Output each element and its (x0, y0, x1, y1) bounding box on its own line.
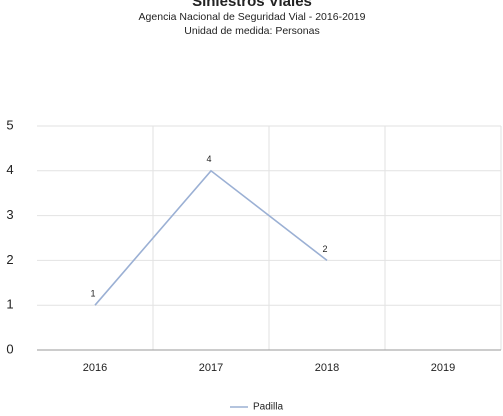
data-label: 2 (322, 244, 327, 254)
y-tick-label: 5 (6, 117, 13, 132)
y-tick-label: 3 (6, 207, 13, 222)
y-tick-label: 0 (6, 341, 13, 356)
x-tick-label: 2016 (83, 362, 107, 374)
data-label: 4 (206, 154, 211, 164)
series-line (94, 169, 328, 306)
x-tick-label: 2017 (199, 362, 223, 374)
y-tick-label: 2 (6, 252, 13, 267)
chart-title: Siniestros Viales (192, 0, 312, 10)
data-label: 1 (90, 289, 95, 299)
y-tick-label: 4 (6, 162, 13, 177)
x-tick-label: 2018 (315, 362, 339, 374)
y-tick-label: 1 (6, 297, 13, 312)
chart-subtitle: Agencia Nacional de Seguridad Vial - 201… (139, 11, 366, 23)
chart-subtitle: Unidad de medida: Personas (184, 25, 319, 37)
x-tick-label: 2019 (431, 362, 455, 374)
legend-label: Padilla (253, 402, 283, 413)
